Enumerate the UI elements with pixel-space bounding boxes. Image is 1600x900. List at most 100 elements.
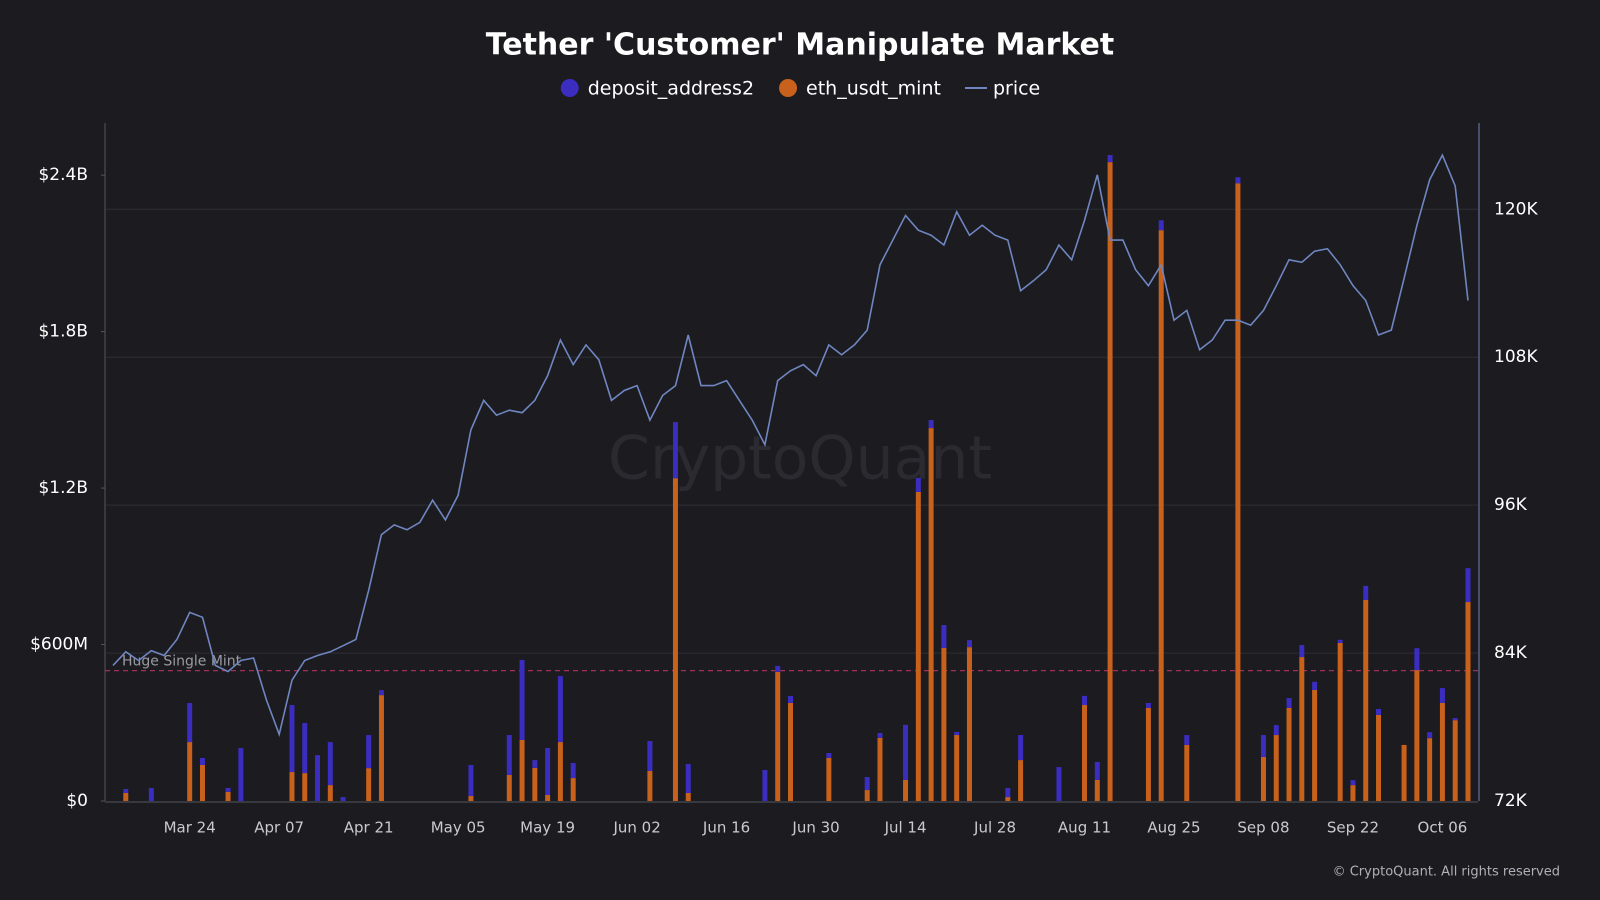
y-tick-label: $0 <box>66 791 88 811</box>
x-tick-label: Jul 14 <box>884 819 927 837</box>
legend: deposit_address2 eth_usdt_mint price <box>560 78 1040 100</box>
bar <box>1145 702 1151 708</box>
bar <box>672 478 678 801</box>
x-tick-label: Sep 22 <box>1327 819 1379 837</box>
bar <box>1401 744 1407 801</box>
bar <box>327 742 333 786</box>
bar <box>366 735 372 769</box>
x-tick-label: Jun 02 <box>612 819 660 837</box>
bar <box>148 787 154 801</box>
bar <box>1235 183 1241 802</box>
bar <box>1439 702 1445 801</box>
bar <box>1184 735 1190 745</box>
chart-title: Tether 'Customer' Manipulate Market <box>486 28 1114 63</box>
x-tick-label: Oct 06 <box>1418 819 1468 837</box>
bar <box>1005 787 1011 798</box>
bar <box>289 705 295 773</box>
bar <box>340 797 346 801</box>
bar <box>954 735 960 801</box>
bar <box>775 671 781 801</box>
bar <box>1363 585 1369 600</box>
bar <box>1107 155 1113 163</box>
bar <box>1273 725 1279 736</box>
x-tick-label: Jul 28 <box>973 819 1016 837</box>
bar <box>966 640 972 648</box>
bar <box>238 748 244 801</box>
bar <box>225 787 231 792</box>
x-tick-label: Sep 08 <box>1237 819 1289 837</box>
bar <box>826 757 832 801</box>
bar <box>378 695 384 801</box>
bar <box>1286 707 1292 801</box>
bar <box>1286 697 1292 708</box>
bar <box>1337 642 1343 801</box>
bar <box>954 731 960 736</box>
bar <box>1260 735 1266 757</box>
bar <box>1094 761 1100 780</box>
y2-tick-label: 84K <box>1494 643 1528 663</box>
watermark: CryptoQuant <box>608 424 992 494</box>
bar <box>1145 707 1151 801</box>
bar <box>123 792 129 801</box>
x-tick-label: Apr 07 <box>254 819 304 837</box>
bar <box>762 769 768 801</box>
x-tick-label: Aug 25 <box>1147 819 1200 837</box>
bar <box>1414 648 1420 671</box>
bar <box>570 762 576 779</box>
y-tick-label: $1.2B <box>38 478 88 498</box>
bar <box>1427 732 1433 739</box>
bar <box>1299 657 1305 801</box>
bar <box>1439 688 1445 703</box>
y2-tick-label: 120K <box>1494 199 1538 219</box>
bar <box>647 771 653 801</box>
y-tick-label: $1.8B <box>38 322 88 342</box>
bar <box>672 422 678 479</box>
bar <box>1312 689 1318 801</box>
bar <box>903 779 909 801</box>
bar <box>1376 708 1382 715</box>
bar <box>1082 705 1088 801</box>
x-tick-label: Aug 11 <box>1058 819 1111 837</box>
bar <box>1184 744 1190 801</box>
bar <box>1158 220 1164 231</box>
bar <box>1452 718 1458 721</box>
bar <box>506 735 512 775</box>
x-tick-label: Mar 24 <box>164 819 216 837</box>
bar <box>532 767 538 801</box>
bar <box>315 755 321 801</box>
bar <box>1465 602 1471 801</box>
bar <box>327 785 333 801</box>
x-tick-label: May 05 <box>431 819 486 837</box>
x-tick-label: May 19 <box>520 819 575 837</box>
bar <box>941 624 947 648</box>
bar <box>647 741 653 772</box>
bar <box>1337 639 1343 643</box>
bar <box>187 742 193 801</box>
bar <box>1005 797 1011 801</box>
y2-tick-label: 72K <box>1494 791 1528 811</box>
bar <box>915 477 921 492</box>
legend-swatch <box>560 79 579 97</box>
bar <box>506 774 512 801</box>
legend-label: deposit_address2 <box>588 78 754 100</box>
legend-label: eth_usdt_mint <box>806 78 941 100</box>
bar <box>1158 230 1164 801</box>
bar <box>826 753 832 758</box>
bar <box>903 724 909 780</box>
bar <box>966 647 972 801</box>
bar <box>1414 670 1420 801</box>
y2-tick-label: 108K <box>1494 347 1538 367</box>
y-tick-label: $2.4B <box>38 165 88 185</box>
x-tick-label: Apr 21 <box>344 819 394 837</box>
bar <box>1107 162 1113 802</box>
bar <box>289 772 295 801</box>
bar <box>685 792 691 801</box>
bar <box>557 742 563 801</box>
bar <box>1350 780 1356 786</box>
bar <box>685 763 691 793</box>
bar <box>1376 714 1382 801</box>
bar <box>302 723 308 774</box>
bar <box>468 796 474 801</box>
bar <box>1094 779 1100 801</box>
